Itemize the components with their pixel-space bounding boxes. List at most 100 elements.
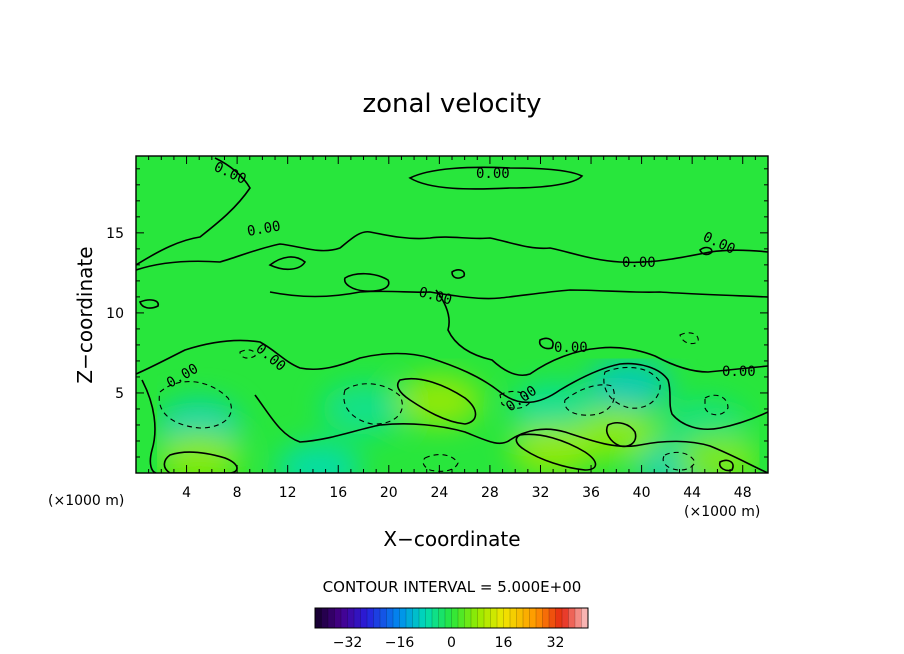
colorbar-swatch — [464, 608, 472, 628]
contour-line-dashed — [158, 381, 232, 429]
contour-line — [515, 433, 597, 471]
contour-line-dashed — [679, 332, 699, 345]
colorbar-tick-label: 0 — [447, 635, 456, 651]
colorbar-swatch — [510, 608, 517, 628]
negative-contours — [158, 332, 729, 472]
positive-velocity-region — [574, 406, 659, 459]
colorbar-swatch — [529, 608, 537, 628]
contour-line — [136, 339, 768, 430]
contour-line — [136, 157, 251, 266]
positive-velocity-region — [675, 434, 760, 473]
chart-title: zonal velocity — [362, 89, 541, 119]
x-unit-right: (×1000 m) — [684, 504, 760, 520]
colorbar — [314, 608, 589, 628]
x-tick-label: 4 — [182, 485, 191, 501]
contour-label: 0.00 — [722, 364, 756, 380]
colorbar-swatch — [334, 608, 342, 628]
x-tick-label: 44 — [683, 485, 701, 501]
colorbar-swatch — [373, 608, 381, 628]
x-unit-left: (×1000 m) — [48, 493, 124, 509]
velocity-field — [136, 156, 768, 473]
colorbar-swatch — [490, 608, 498, 628]
colorbar-swatch — [367, 608, 374, 628]
contour-line — [254, 394, 768, 473]
colorbar-swatch — [393, 608, 400, 628]
colorbar-swatch — [354, 608, 361, 628]
contour-line — [268, 256, 307, 271]
x-tick-label: 32 — [532, 485, 550, 501]
colorbar-tick-label: 16 — [495, 635, 513, 651]
x-tick-label: 16 — [329, 485, 347, 501]
colorbar-swatch — [399, 608, 407, 628]
contour-line — [343, 272, 390, 292]
contour-line — [408, 166, 584, 190]
colorbar-swatch — [477, 608, 485, 628]
colorbar-swatch — [523, 608, 530, 628]
contour-line-dashed — [422, 454, 459, 472]
contour-lines — [136, 157, 768, 473]
contour-line — [139, 299, 160, 309]
colorbar-tick-label: −16 — [385, 635, 415, 651]
colorbar-swatch — [542, 608, 550, 628]
colorbar-swatch — [484, 608, 491, 628]
colorbar-swatch — [419, 608, 426, 628]
contour-interval-label: CONTOUR INTERVAL = 5.000E+00 — [323, 578, 582, 596]
colorbar-swatch — [451, 608, 459, 628]
contour-label: 0.00 — [246, 218, 282, 240]
colorbar-swatch — [386, 608, 394, 628]
contour-line — [538, 337, 554, 350]
x-axis-label: X−coordinate — [383, 527, 520, 551]
x-tick-label: 24 — [430, 485, 448, 501]
contour-line — [136, 230, 768, 271]
colorbar-swatch — [321, 608, 329, 628]
colorbar-swatch — [438, 608, 446, 628]
contour-line — [451, 269, 466, 279]
colorbar-swatch — [497, 608, 504, 628]
colorbar-swatch — [328, 608, 335, 628]
colorbar-swatch — [568, 608, 576, 628]
colorbar-swatch — [458, 608, 465, 628]
x-tick-label: 36 — [582, 485, 600, 501]
colorbar-swatch — [581, 608, 589, 628]
colorbar-swatch — [380, 608, 387, 628]
positive-velocity-region — [397, 374, 482, 427]
colorbar-swatch — [315, 608, 322, 628]
colorbar-swatch — [575, 608, 582, 628]
negative-velocity-region — [277, 442, 362, 473]
colorbar-swatch — [425, 608, 433, 628]
colorbar-ticks: −32 −16 0 16 32 — [333, 635, 565, 651]
x-tick-label: 40 — [633, 485, 651, 501]
x-tick-label: 8 — [233, 485, 242, 501]
colorbar-swatch — [341, 608, 348, 628]
x-tick-label: 28 — [481, 485, 499, 501]
contour-label: 0.00 — [554, 340, 588, 356]
contour-line — [435, 289, 768, 376]
positive-velocity-region — [157, 430, 242, 473]
contour-line-dashed — [704, 394, 729, 416]
colorbar-swatch — [549, 608, 556, 628]
contour-line-dashed — [662, 451, 696, 471]
colorbar-swatch — [445, 608, 452, 628]
contour-line — [699, 246, 713, 256]
contour-line-dashed — [603, 366, 661, 409]
colorbar-tick-label: −32 — [333, 635, 363, 651]
colorbar-swatch — [562, 608, 569, 628]
colorbar-swatch — [412, 608, 420, 628]
x-tick-label: 20 — [380, 485, 398, 501]
contour-line — [718, 459, 734, 472]
contour-line — [605, 422, 637, 448]
colorbar-swatch — [347, 608, 355, 628]
colorbar-swatch — [360, 608, 368, 628]
colorbar-swatch — [471, 608, 478, 628]
contour-line-dashed — [239, 349, 256, 359]
contour-line — [141, 379, 157, 473]
x-tick-label: 48 — [734, 485, 752, 501]
y-tick-label: 15 — [106, 226, 124, 242]
contour-label: 0.00 — [622, 255, 656, 271]
negative-velocity-region — [511, 382, 596, 435]
colorbar-swatch — [406, 608, 413, 628]
y-axis-label: Z−coordinate — [73, 246, 97, 383]
colorbar-swatch — [503, 608, 511, 628]
contour-label: 0.00 — [476, 166, 510, 182]
